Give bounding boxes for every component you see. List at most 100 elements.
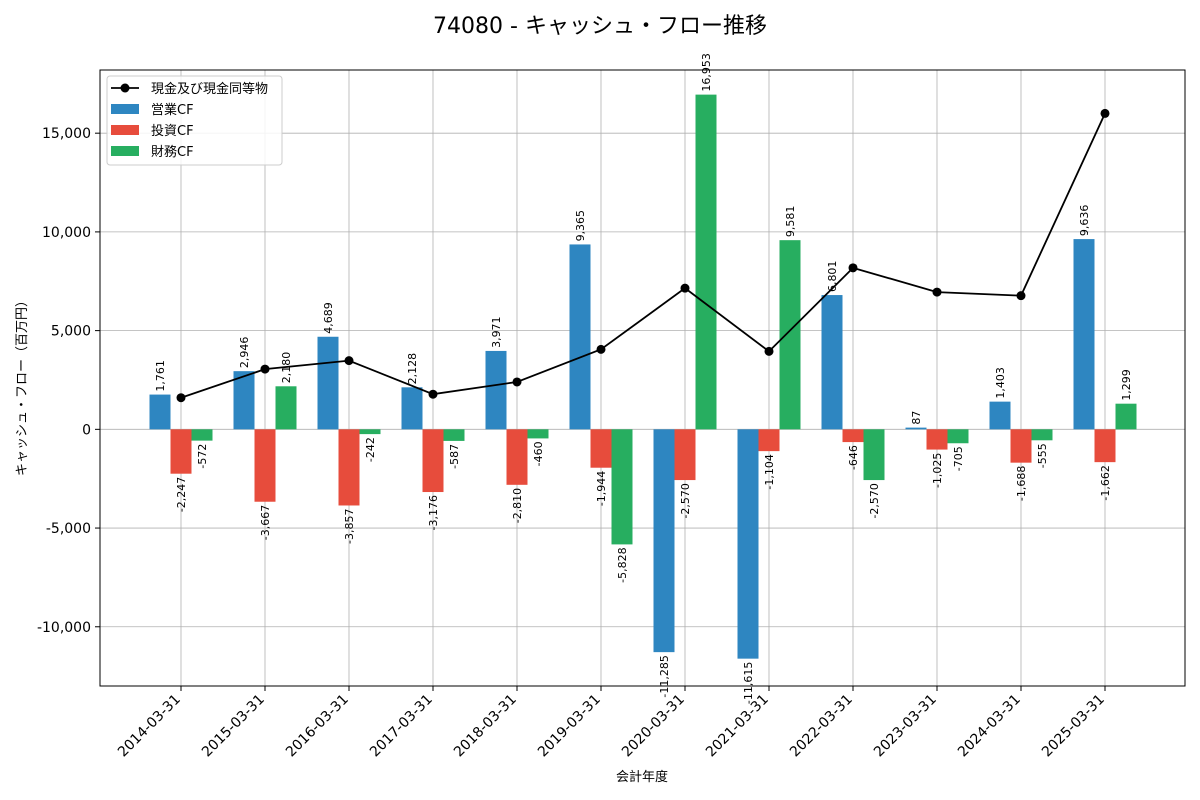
data-labels: 1,761 2,946 4,689 2,128 3,971 9,365 -11,285 -11… [154,53,1133,704]
legend-label: 財務CF [151,145,194,160]
legend-label: 投資CF [151,123,194,139]
bar-営業CF [1073,239,1095,430]
bar-value-label: 1,761 [154,360,167,392]
x-tick-label: 2022-03-31 [787,692,856,761]
bar-財務CF [695,94,717,430]
bar-投資CF [590,429,612,468]
bar-投資CF [842,429,864,443]
bar-value-label: -5,828 [616,547,629,582]
bar-財務CF [1031,429,1053,441]
bar-value-label: -3,857 [343,508,356,543]
bar-value-label: -11,615 [742,662,755,704]
x-tick-label: 2025-03-31 [1039,692,1108,761]
bar-財務CF [443,429,465,441]
bar-value-label: -11,285 [658,655,671,697]
bar-財務CF [947,429,969,444]
bar-value-label: -3,176 [427,495,440,530]
legend-box [106,75,283,166]
x-tick-label: 2014-03-31 [115,692,184,761]
bar-投資CF [338,429,360,506]
x-tick-label: 2018-03-31 [451,692,520,761]
bar-value-label: -1,944 [595,471,608,506]
bar-value-label: -1,688 [1015,466,1028,501]
bars [149,94,1137,659]
x-tick-label: 2024-03-31 [955,692,1024,761]
legend-label: 営業CF [151,102,194,118]
cash-line-point [1100,108,1110,118]
bar-投資CF [1094,429,1116,463]
cash-line-point [680,283,690,293]
bar-value-label: 1,299 [1120,369,1133,401]
plot-frame [99,69,1186,687]
y-tick-label: -10,000 [37,620,91,636]
cash-line [176,108,1110,403]
bar-value-label: -646 [847,445,860,470]
x-tick-label: 2023-03-31 [871,692,940,761]
bar-財務CF [863,429,885,481]
bar-営業CF [317,336,339,430]
legend-swatch [111,125,139,135]
bar-投資CF [170,429,192,474]
cash-line-path [180,113,1106,399]
bar-value-label: 9,636 [1078,205,1091,237]
bar-財務CF [779,240,801,430]
bar-value-label: -2,570 [868,483,881,518]
cash-line-point [764,346,774,356]
cash-line-point [596,344,606,354]
bar-value-label: -242 [364,437,377,462]
y-tick-label: 5,000 [51,324,91,340]
legend-swatch [111,104,139,114]
bar-投資CF [422,429,444,493]
bar-value-label: -587 [448,444,461,469]
bar-投資CF [674,429,696,481]
bar-財務CF [191,429,213,441]
bar-投資CF [506,429,528,485]
bar-value-label: 2,946 [238,337,251,369]
bar-value-label: -2,810 [511,488,524,523]
legend-label: 現金及び現金同等物 [151,81,268,97]
bar-value-label: -1,025 [931,453,944,488]
cash-line-point [512,377,522,387]
bar-value-label: -3,667 [259,505,272,540]
cash-line-point [848,263,858,273]
bar-営業CF [821,295,843,430]
bar-value-label: 4,689 [322,302,335,334]
x-tick-label: 2016-03-31 [283,692,352,761]
bar-投資CF [758,429,780,452]
bar-value-label: -555 [1036,443,1049,468]
bar-value-label: 9,365 [574,210,587,242]
cash-line-point [176,393,186,403]
bar-value-label: 9,581 [784,206,797,238]
y-tick-label: 10,000 [42,225,91,241]
y-tick-label: 0 [82,422,91,438]
x-tick-label: 2017-03-31 [367,692,436,761]
bar-投資CF [926,429,948,450]
legend-swatch [111,146,139,156]
bar-value-label: -460 [532,441,545,466]
bar-投資CF [254,429,276,502]
chart-title: 74080 - キャッシュ・フロー推移 [433,14,767,39]
cash-line-point [428,389,438,399]
bar-value-label: -1,662 [1099,465,1112,500]
bar-value-label: -572 [196,444,209,469]
x-tick-label: 2019-03-31 [535,692,604,761]
bar-営業CF [149,394,171,430]
bar-財務CF [359,429,381,435]
bar-営業CF [401,387,423,430]
bar-value-label: -705 [952,446,965,471]
cash-line-point [1016,291,1026,301]
y-tick-label: -5,000 [46,521,91,537]
bar-value-label: 6,801 [826,261,839,293]
bar-value-label: 1,403 [994,367,1007,399]
cash-line-point [344,356,354,366]
bar-営業CF [485,350,507,430]
bar-営業CF [737,429,759,659]
y-tick-label: 15,000 [42,126,91,142]
bar-value-label: -1,104 [763,454,776,489]
x-tick-label: 2021-03-31 [703,692,772,761]
bar-営業CF [569,244,591,430]
bar-営業CF [653,429,675,653]
x-tick-label: 2020-03-31 [619,692,688,761]
